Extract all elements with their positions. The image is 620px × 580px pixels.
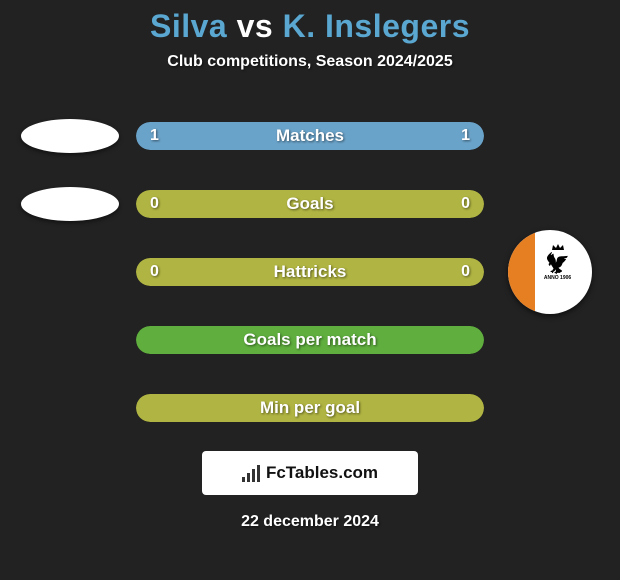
chart-icon [242,464,260,482]
team-logo-right: 🦅ANNO 1906 [508,230,592,314]
source-badge-text: FcTables.com [266,463,378,483]
crown-icon [551,238,565,246]
stat-value-right: 0 [461,263,470,281]
title-vs: vs [237,8,274,44]
stat-label: Goals [286,194,333,214]
logo-slot-right [500,111,600,161]
eagle-icon: 🦅 [545,254,570,274]
logo-slot-left [20,247,120,297]
logo-slot-right [500,383,600,433]
footer-date: 22 december 2024 [0,513,620,531]
team-logo-left [21,119,119,153]
logo-slot-left [20,383,120,433]
stat-bar: 0 Hattricks 0 [136,258,484,286]
stat-label: Goals per match [243,330,376,350]
stat-label: Hattricks [274,262,347,282]
stat-label: Min per goal [260,398,360,418]
comparison-container: Silva vs K. Inslegers Club competitions,… [0,0,620,531]
stat-row: 0 Hattricks 0 🦅ANNO 1906 [0,247,620,297]
stat-bar: 0 Goals 0 [136,190,484,218]
stat-bar: 1 Matches 1 [136,122,484,150]
logo-anno: ANNO 1906 [544,275,571,281]
logo-slot-left [20,179,120,229]
stat-value-left: 0 [150,195,159,213]
stat-value-right: 1 [461,127,470,145]
stats-list: 1 Matches 1 0 Goals 0 0 Hattricks 0 🦅ANNO 1906 Goa… [0,111,620,433]
stat-row: 1 Matches 1 [0,111,620,161]
page-title: Silva vs K. Inslegers [0,8,620,45]
stat-value-right: 0 [461,195,470,213]
source-badge[interactable]: FcTables.com [202,451,418,495]
stat-bar: Goals per match [136,326,484,354]
stat-value-left: 1 [150,127,159,145]
stat-bar: Min per goal [136,394,484,422]
team-logo-right-inner: 🦅ANNO 1906 [540,250,575,285]
logo-slot-left [20,315,120,365]
stat-label: Matches [276,126,344,146]
logo-slot-right [500,179,600,229]
subtitle: Club competitions, Season 2024/2025 [0,53,620,71]
stat-row: 0 Goals 0 [0,179,620,229]
logo-slot-left [20,111,120,161]
logo-slot-right [500,315,600,365]
title-player2: K. Inslegers [283,8,470,44]
stat-value-left: 0 [150,263,159,281]
title-player1: Silva [150,8,227,44]
stat-row: Min per goal [0,383,620,433]
team-logo-left [21,187,119,221]
logo-slot-right: 🦅ANNO 1906 [500,247,600,297]
stat-row: Goals per match [0,315,620,365]
